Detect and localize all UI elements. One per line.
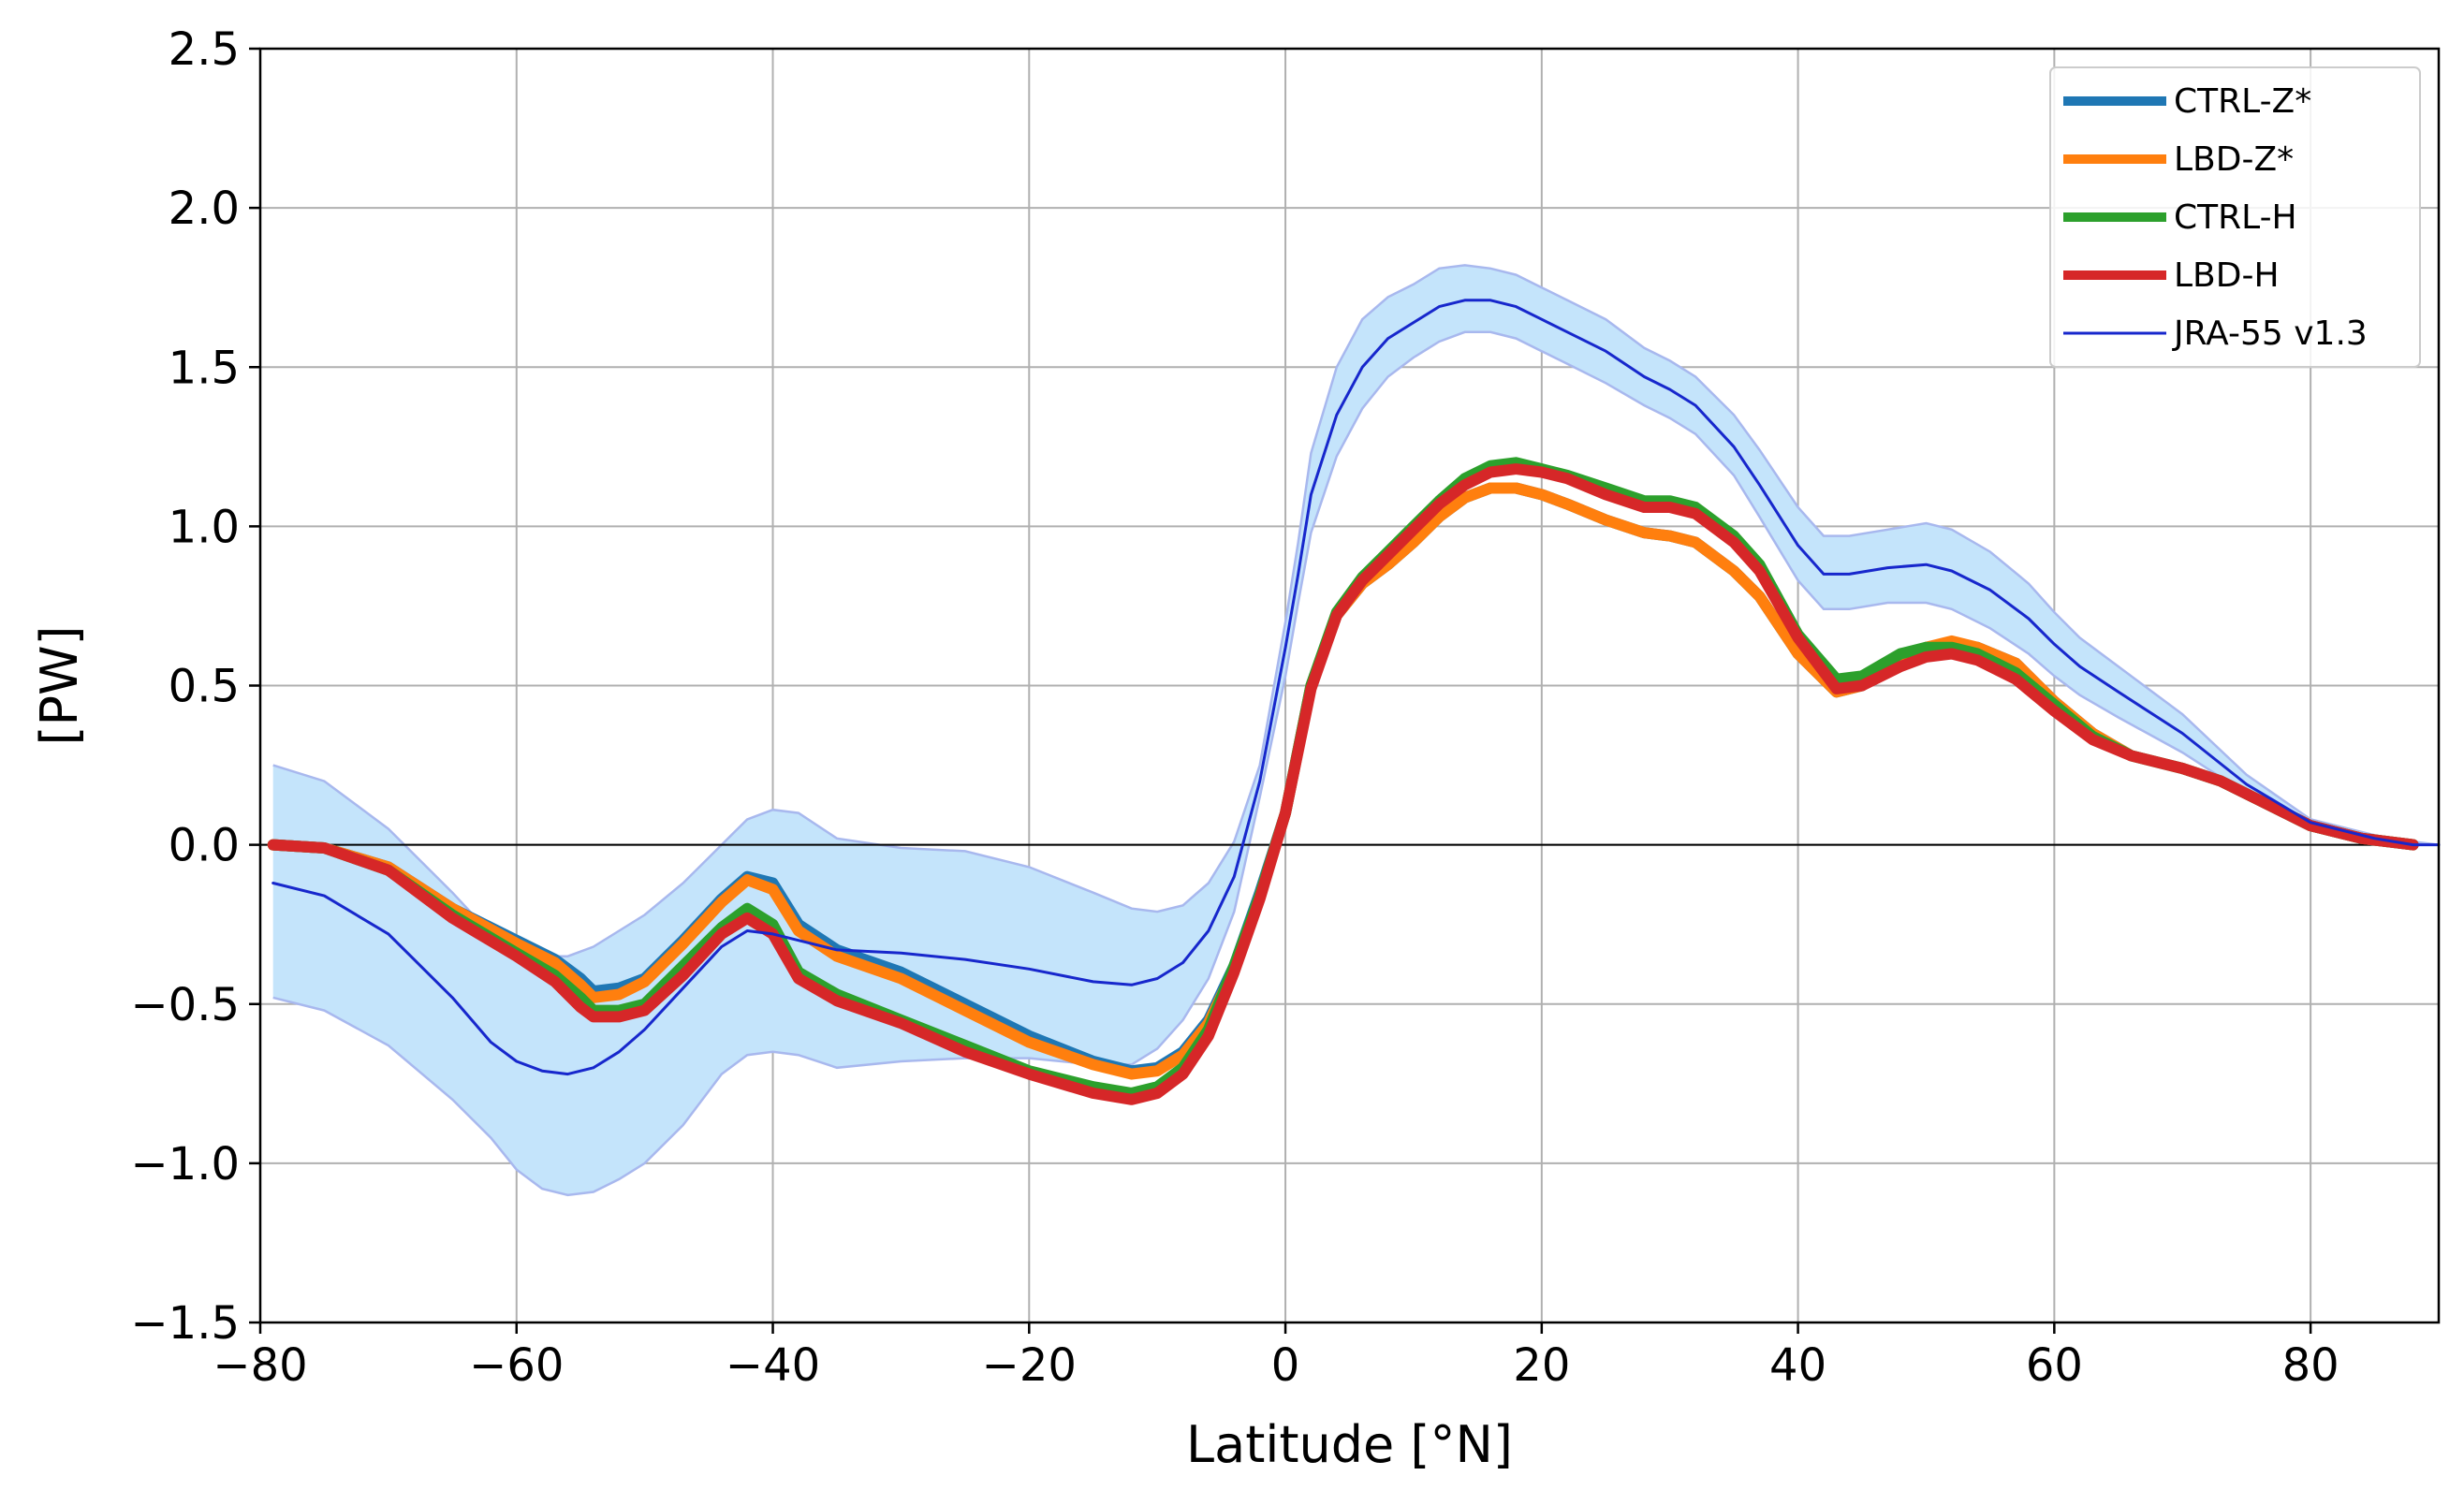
x-tick-label: −20 (982, 1339, 1077, 1392)
x-tick-label: 40 (1769, 1339, 1826, 1392)
x-tick-label: 60 (2026, 1339, 2083, 1392)
x-tick-label: 20 (1513, 1339, 1570, 1392)
y-axis-ticks: −1.5 −1.0 −0.5 0.0 0.5 1.0 1.5 2.0 2.5 (130, 23, 260, 1350)
x-tick-label: −60 (469, 1339, 564, 1392)
legend: CTRL-Z* LBD-Z* CTRL-H LBD-H JRA-55 v1.3 (2049, 66, 2421, 368)
y-tick-label: −0.5 (130, 979, 240, 1031)
y-tick-label: 1.5 (169, 342, 240, 394)
y-tick-label: 0.5 (169, 661, 240, 713)
x-tick-label: 80 (2282, 1339, 2339, 1392)
legend-label: LBD-H (2174, 256, 2280, 295)
series-line-jra-55-v1-3 (271, 299, 2441, 1076)
x-tick-label: 0 (1271, 1339, 1300, 1392)
legend-label: LBD-Z* (2174, 140, 2294, 179)
legend-label: JRA-55 v1.3 (2172, 314, 2368, 353)
legend-label: CTRL-Z* (2174, 82, 2311, 121)
band-lower-edge (272, 330, 2439, 1197)
legend-box (2049, 66, 2421, 368)
series-line-lbd-h (267, 463, 2419, 1105)
y-axis-title: [PW] (30, 625, 89, 745)
y-tick-label: 1.0 (169, 501, 240, 553)
x-tick-label: −80 (213, 1339, 307, 1392)
band-upper-edge (272, 264, 2440, 957)
x-axis-title: Latitude [°N] (1186, 1415, 1513, 1474)
y-tick-label: 2.5 (169, 23, 240, 76)
y-tick-label: −1.5 (130, 1297, 240, 1350)
y-tick-label: 2.0 (169, 183, 240, 235)
x-tick-label: −40 (726, 1339, 820, 1392)
x-axis-ticks: −80 −60 −40 −20 0 20 40 60 80 (213, 1322, 2339, 1392)
legend-label: CTRL-H (2174, 198, 2297, 237)
band-fill (272, 265, 2440, 1195)
series-line-lbd-z- (267, 482, 2419, 1080)
uncertainty-band (272, 264, 2440, 1197)
y-tick-label: −1.0 (130, 1138, 240, 1191)
y-tick-label: 0.0 (169, 820, 240, 872)
series-lines (267, 299, 2441, 1105)
